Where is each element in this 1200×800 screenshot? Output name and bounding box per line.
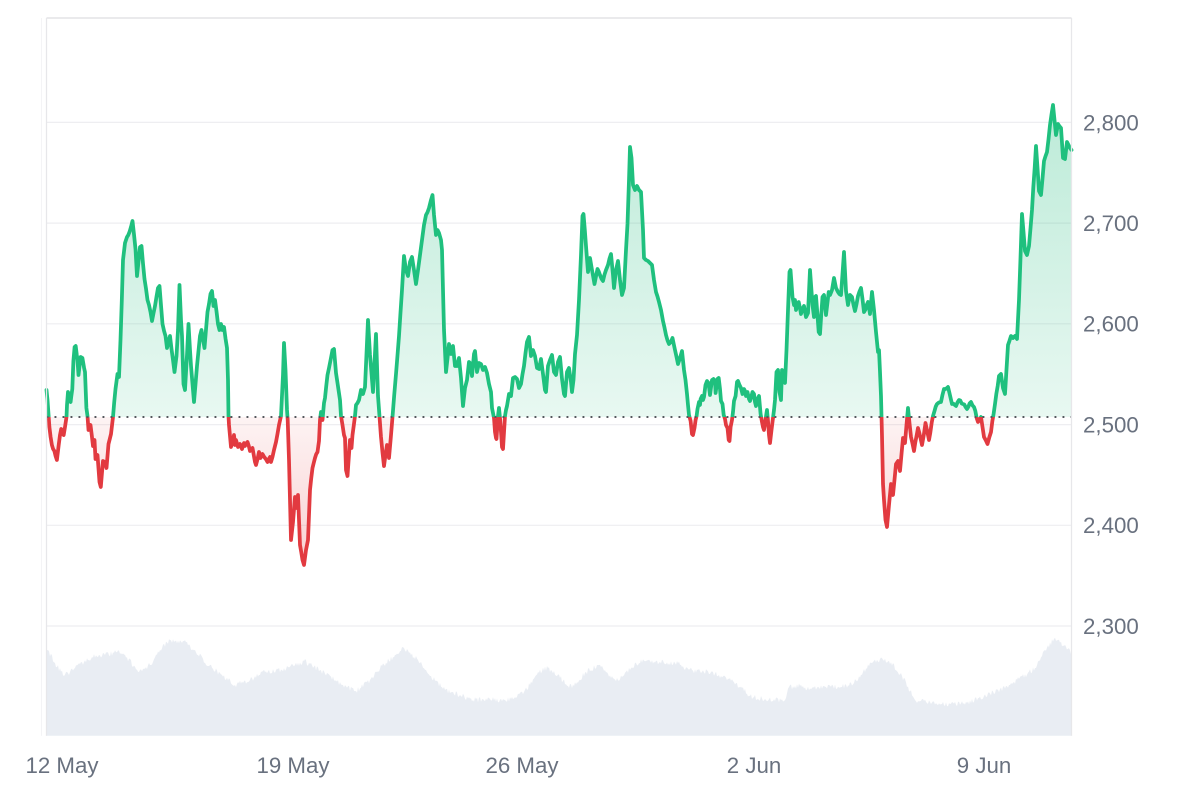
- svg-text:2,600: 2,600: [1083, 312, 1139, 337]
- svg-text:2,500: 2,500: [1083, 413, 1139, 438]
- svg-text:2,300: 2,300: [1083, 614, 1139, 639]
- svg-text:26 May: 26 May: [485, 753, 559, 778]
- svg-text:2,400: 2,400: [1083, 513, 1139, 538]
- svg-text:2,800: 2,800: [1083, 110, 1139, 135]
- svg-text:12 May: 12 May: [25, 753, 99, 778]
- svg-text:19 May: 19 May: [256, 753, 330, 778]
- svg-text:9 Jun: 9 Jun: [957, 753, 1012, 778]
- svg-text:2,700: 2,700: [1083, 211, 1139, 236]
- svg-text:2 Jun: 2 Jun: [727, 753, 782, 778]
